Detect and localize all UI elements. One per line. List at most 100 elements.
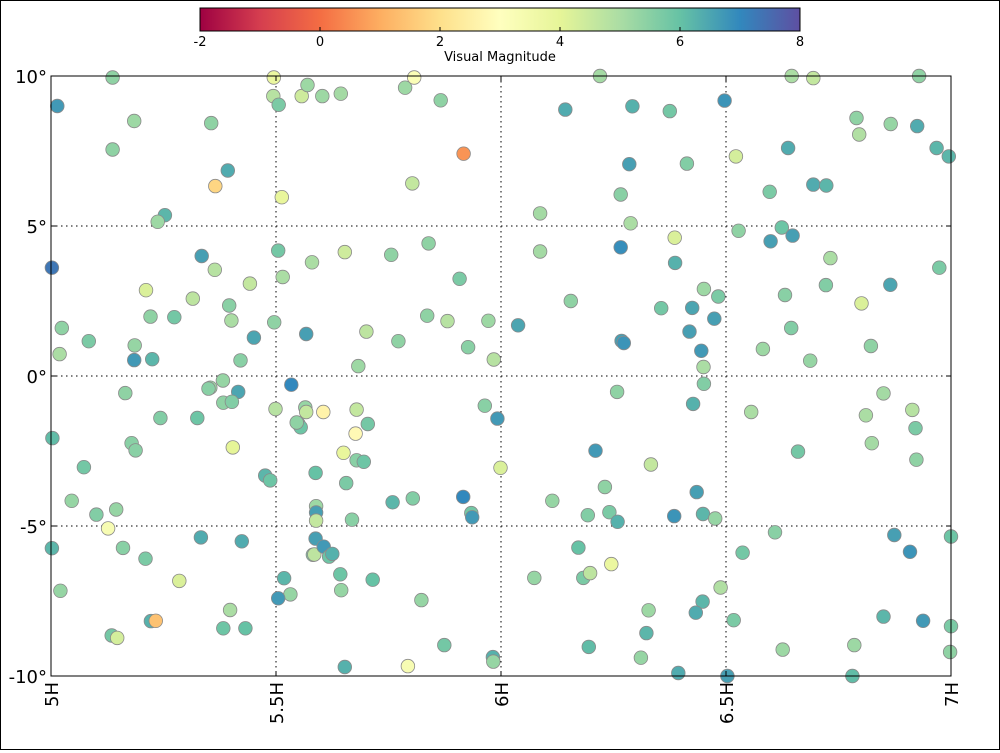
star-point: [45, 430, 60, 446]
star-point: [763, 234, 778, 249]
star-point: [185, 291, 201, 306]
star-point: [440, 313, 455, 329]
star-point: [126, 113, 142, 129]
star-point: [118, 385, 133, 401]
star-point: [224, 313, 239, 328]
x-tick-label: 5H: [42, 682, 63, 707]
star-point: [81, 334, 97, 349]
star-point: [685, 396, 701, 412]
star-point: [89, 507, 104, 522]
star-point: [201, 381, 216, 396]
star-point: [731, 223, 746, 239]
star-point: [486, 654, 501, 669]
star-point: [344, 512, 360, 527]
star-point: [785, 228, 800, 243]
star-point: [246, 330, 262, 345]
star-point: [477, 398, 493, 413]
star-point: [633, 650, 649, 665]
y-tick-label: -10°: [9, 667, 47, 688]
star-point: [52, 346, 67, 362]
star-point: [755, 341, 771, 357]
star-point: [284, 377, 299, 392]
star-point: [126, 352, 142, 368]
star-point: [276, 571, 292, 586]
star-point: [267, 315, 282, 330]
star-point: [359, 324, 374, 339]
star-point: [337, 244, 353, 260]
star-point: [910, 118, 925, 134]
colorbar-label: Visual Magnitude: [444, 50, 556, 65]
star-point: [397, 80, 413, 95]
star-point: [138, 283, 154, 298]
star-point: [932, 260, 947, 275]
star-point: [803, 353, 818, 368]
star-point: [405, 176, 420, 191]
star-point: [263, 473, 278, 488]
star-point: [299, 404, 314, 420]
star-point: [150, 214, 165, 230]
star-point: [819, 178, 834, 193]
star-point: [667, 508, 682, 524]
star-point: [597, 479, 613, 495]
star-point: [271, 591, 286, 606]
star-point: [602, 505, 617, 520]
star-point: [271, 243, 286, 258]
star-point: [271, 97, 286, 113]
star-point: [143, 309, 158, 324]
star-point: [858, 408, 874, 423]
star-point: [854, 296, 869, 311]
star-point: [726, 613, 741, 628]
star-point: [238, 621, 253, 636]
star-point: [915, 613, 931, 629]
star-point: [777, 287, 793, 303]
star-point: [696, 281, 712, 297]
colorbar-tick-label: 0: [316, 35, 324, 50]
star-point: [883, 116, 898, 132]
star-point: [460, 340, 476, 355]
star-point: [308, 513, 324, 528]
star-point: [908, 421, 923, 436]
y-tick-label: 5°: [27, 217, 47, 238]
star-point: [713, 580, 728, 595]
star-point: [563, 293, 579, 309]
star-point: [695, 594, 710, 609]
colorbar-tick-label: 8: [796, 35, 804, 50]
star-point: [806, 70, 821, 86]
star-point: [400, 658, 416, 674]
star-point: [941, 149, 957, 164]
star-point: [190, 410, 205, 426]
star-point: [307, 547, 322, 562]
axis-ticks: [50, 75, 952, 677]
star-point: [360, 416, 376, 432]
y-tick-label: 10°: [15, 67, 47, 88]
star-point: [735, 545, 750, 560]
star-point: [582, 565, 598, 581]
star-point: [283, 587, 298, 602]
star-point: [685, 300, 700, 316]
star-point: [679, 156, 695, 171]
star-point: [558, 102, 573, 117]
star-point: [905, 402, 920, 418]
star-point: [625, 99, 640, 114]
star-point: [609, 384, 625, 400]
star-point: [333, 86, 349, 101]
star-point: [356, 454, 372, 470]
star-point: [641, 603, 656, 618]
star-point: [876, 386, 891, 401]
star-point: [334, 583, 349, 598]
star-point: [694, 343, 709, 359]
colorbar-gradient: [199, 7, 801, 32]
star-point: [325, 546, 340, 562]
star-point: [532, 244, 548, 259]
star-point: [54, 320, 70, 336]
star-point: [299, 326, 314, 342]
star-point: [115, 540, 131, 556]
star-point: [365, 572, 380, 587]
star-point: [225, 440, 241, 455]
star-point: [333, 567, 348, 582]
star-point: [208, 178, 223, 194]
star-point: [348, 426, 363, 441]
star-point: [639, 625, 654, 641]
star-point: [818, 277, 834, 293]
